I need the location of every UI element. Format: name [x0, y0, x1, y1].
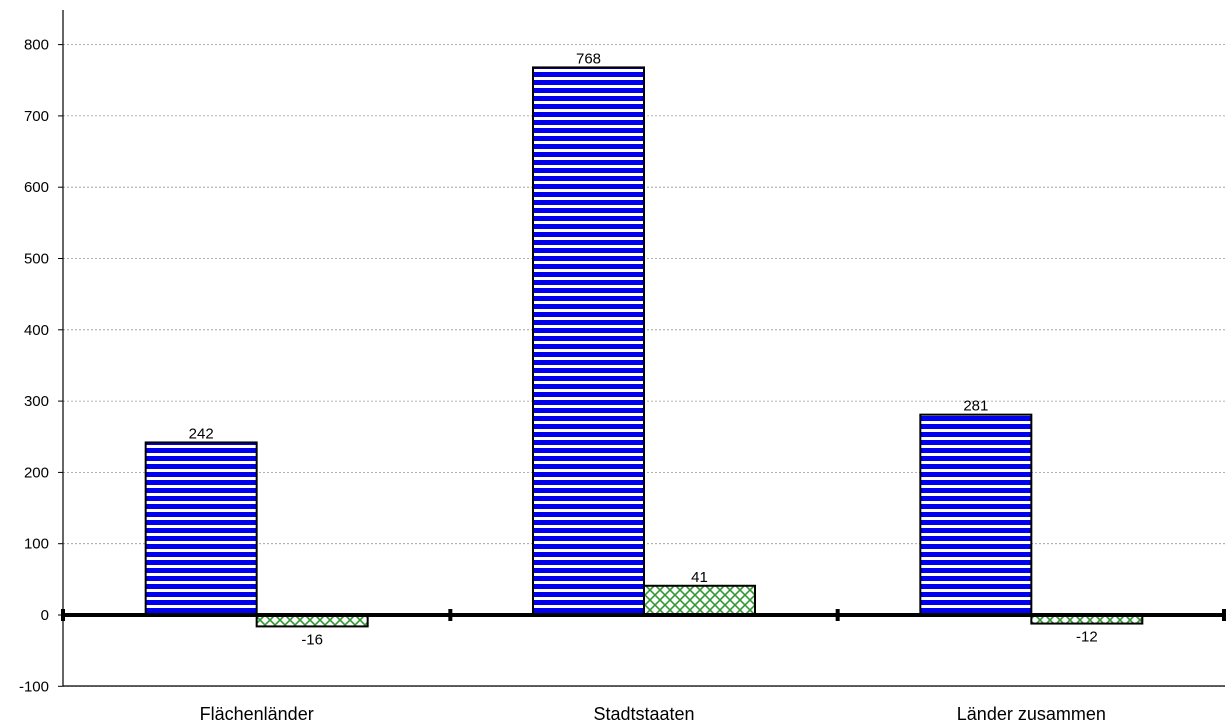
bar-series-1 [919, 413, 1033, 616]
bar-series-1 [144, 441, 258, 617]
bar-series-2 [643, 584, 756, 617]
bars [144, 66, 1144, 628]
y-tick-label: 200 [24, 464, 49, 481]
y-tick-label: 300 [24, 393, 49, 410]
y-tick-label: -100 [19, 678, 49, 695]
data-label: -12 [1076, 629, 1098, 646]
y-tick-label: 100 [24, 536, 49, 553]
data-label: 281 [963, 398, 988, 415]
y-tick-label: 500 [24, 251, 49, 268]
bar-series-1 [532, 66, 645, 616]
data-labels: 242 -16 768 41 281 -12 [189, 50, 1098, 648]
category-label: Stadtstaaten [593, 704, 694, 724]
y-tick-label: 0 [41, 607, 49, 624]
data-label: 768 [576, 50, 601, 67]
y-axis-ticks: -100 0 100 200 300 400 500 600 700 800 [19, 37, 63, 695]
y-tick-label: 700 [24, 108, 49, 125]
axes [61, 10, 1226, 687]
data-label: 242 [189, 425, 214, 442]
y-tick-label: 600 [24, 179, 49, 196]
y-tick-label: 800 [24, 37, 49, 54]
data-label: -16 [301, 631, 323, 648]
category-label: Flächenländer [200, 704, 314, 724]
data-label: 41 [691, 569, 708, 586]
y-tick-label: 400 [24, 322, 49, 339]
category-labels: Flächenländer Stadtstaaten Länder zusammen [200, 704, 1106, 724]
category-label: Länder zusammen [957, 704, 1106, 724]
